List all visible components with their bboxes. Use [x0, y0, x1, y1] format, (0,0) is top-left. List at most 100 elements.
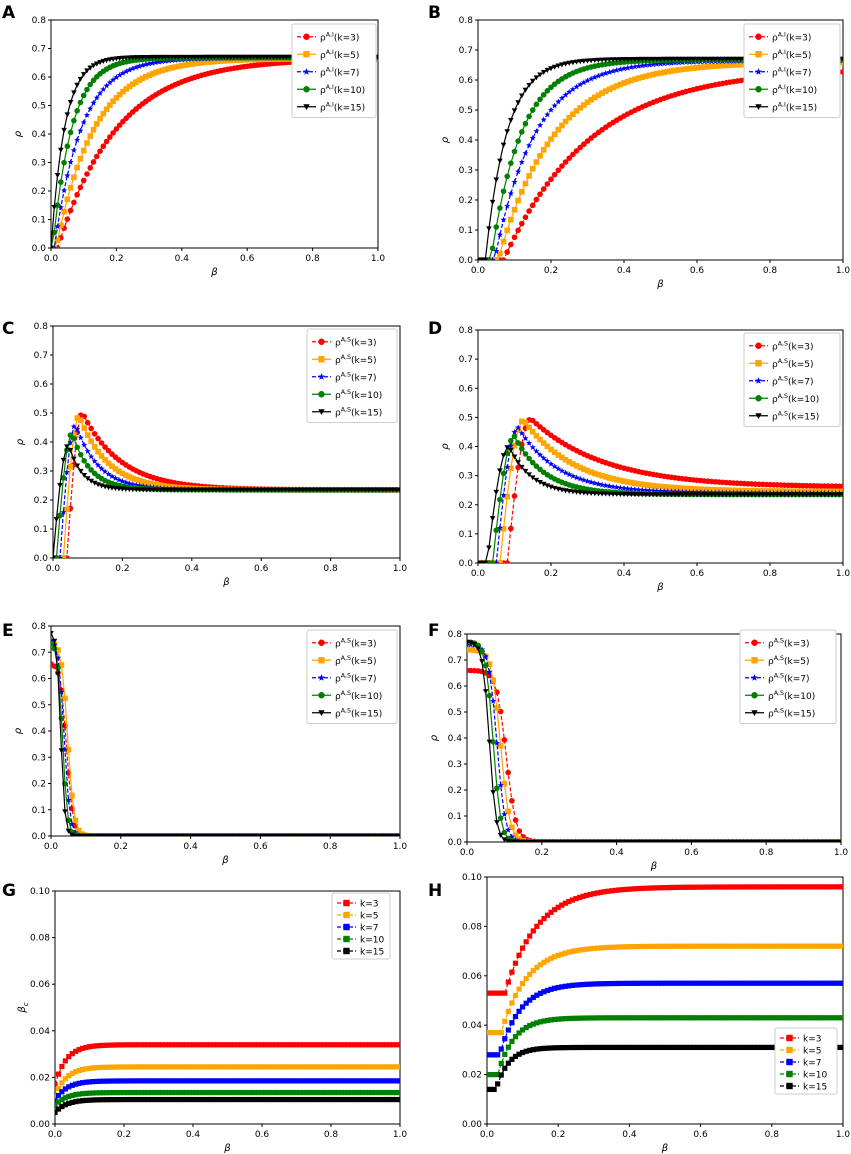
x-axis-label: β: [210, 267, 218, 278]
data-point: [738, 492, 744, 498]
data-point: [55, 665, 61, 671]
data-point: [644, 885, 650, 891]
data-point: [519, 464, 525, 470]
data-point: [338, 1096, 344, 1103]
data-point: [102, 456, 108, 463]
legend-label-base: ρ: [768, 639, 774, 649]
data-point: [569, 86, 576, 92]
data-point: [62, 695, 68, 702]
data-point: [55, 1109, 58, 1115]
data-point: [599, 491, 605, 497]
data-point: [509, 1000, 515, 1006]
y-axis-label-base: β: [17, 1006, 28, 1014]
data-point: [66, 1073, 72, 1079]
data-point: [280, 1089, 286, 1096]
legend-label-base: ρ: [320, 68, 326, 78]
data-point: [90, 159, 97, 165]
data-point: [359, 1064, 365, 1070]
x-tick-label: 0.8: [759, 848, 774, 858]
data-point: [166, 1078, 172, 1084]
data-point: [366, 1096, 372, 1103]
data-point: [86, 1097, 93, 1103]
data-point: [522, 435, 529, 441]
data-point: [796, 492, 802, 498]
data-point: [840, 483, 843, 490]
legend-label: k=15: [360, 948, 384, 958]
data-point: [701, 64, 708, 70]
data-point: [393, 1078, 400, 1084]
data-point: [504, 249, 511, 255]
y-tick-label: 0.2: [448, 786, 462, 796]
data-point: [801, 1015, 807, 1021]
data-point: [730, 62, 737, 68]
data-point: [61, 208, 67, 215]
y-tick-label: 0.2: [32, 187, 46, 197]
data-point: [76, 1047, 82, 1053]
data-point: [826, 943, 832, 949]
data-point: [162, 1078, 168, 1084]
data-point: [116, 468, 122, 475]
data-point: [840, 56, 843, 62]
y-tick-label: 0.3: [459, 472, 473, 482]
data-point: [511, 442, 518, 449]
data-point: [628, 485, 635, 492]
data-point: [356, 1064, 362, 1070]
data-point: [342, 1089, 348, 1096]
data-point: [676, 980, 682, 986]
data-point: [259, 1042, 265, 1048]
data-point: [242, 1064, 248, 1070]
data-point: [100, 1090, 106, 1096]
data-point: [498, 1072, 504, 1078]
data-point: [639, 486, 646, 493]
data-point: [741, 492, 748, 498]
data-point: [235, 1078, 241, 1084]
data-point: [245, 1078, 251, 1084]
data-point: [534, 992, 540, 998]
data-point: [62, 1095, 68, 1101]
data-point: [584, 1015, 590, 1021]
data-point: [255, 1089, 262, 1096]
data-point: [143, 479, 150, 486]
y-tick-label: 0.0: [459, 559, 474, 569]
data-point: [762, 1044, 768, 1051]
legend-label-superscript: A,S: [341, 371, 351, 378]
data-point: [651, 1044, 657, 1051]
data-point: [811, 943, 818, 949]
data-point: [769, 980, 775, 986]
legend-label: ρA,I(k=10): [320, 84, 365, 96]
x-tick-label: 1.0: [836, 1130, 851, 1140]
data-point: [122, 479, 129, 486]
data-point: [658, 885, 665, 891]
data-point: [537, 962, 543, 968]
data-point: [573, 59, 580, 65]
data-point: [840, 1015, 843, 1021]
data-point: [93, 1097, 99, 1103]
data-point: [591, 945, 597, 952]
data-point: [522, 180, 529, 187]
data-point: [819, 884, 825, 890]
data-point: [180, 1042, 186, 1048]
data-point: [637, 980, 643, 986]
data-point: [558, 467, 566, 474]
data-point: [569, 1044, 576, 1051]
data-point: [97, 1078, 103, 1084]
data-point: [520, 980, 526, 987]
legend-label-superscript: A,S: [774, 707, 784, 714]
data-point: [95, 435, 101, 442]
data-point: [124, 1078, 131, 1084]
plot-data-area: [467, 639, 841, 842]
data-point: [609, 1044, 615, 1051]
data-point: [751, 943, 757, 949]
data-point: [487, 1072, 494, 1078]
data-point: [787, 1015, 793, 1021]
data-point: [588, 75, 595, 82]
data-point: [71, 199, 77, 206]
data-point: [675, 67, 682, 73]
data-point: [626, 886, 632, 892]
data-point: [668, 488, 675, 495]
data-point: [145, 1078, 151, 1084]
data-point: [266, 1089, 272, 1096]
data-point: [776, 943, 782, 949]
data-point: [221, 1042, 227, 1048]
data-point: [498, 1060, 504, 1066]
